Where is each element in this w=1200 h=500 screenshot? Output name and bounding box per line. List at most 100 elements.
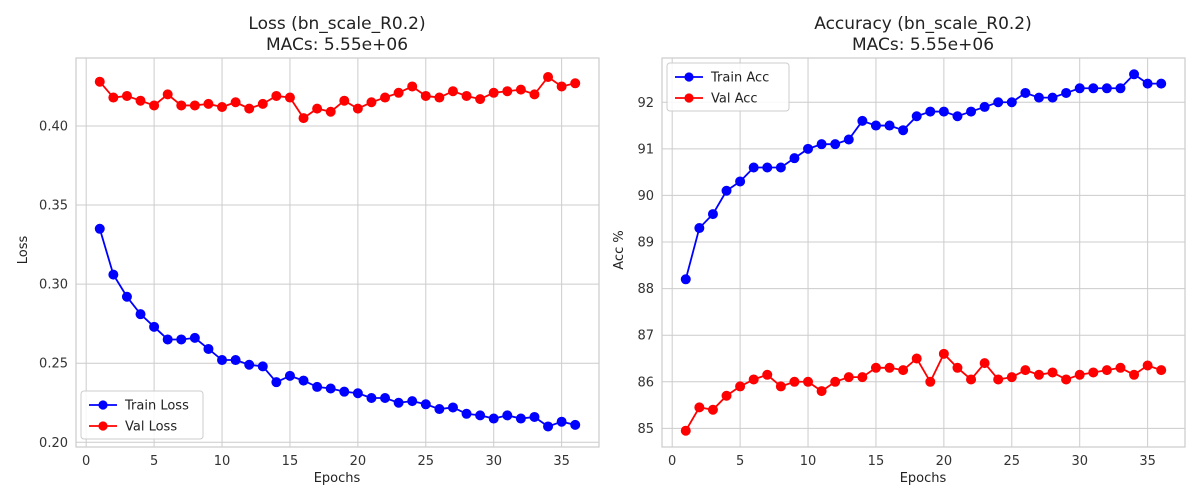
loss-val-loss-point (529, 89, 540, 100)
loss-val-loss-point (298, 113, 309, 124)
loss-train-loss-point (121, 291, 132, 302)
loss-val-loss-point (352, 103, 363, 114)
accuracy-y-tick-label: 88 (637, 282, 654, 297)
loss-val-loss-point (556, 81, 567, 92)
loss-chart-subtitle: MACs: 5.55e+06 (266, 35, 408, 55)
accuracy-val-acc-point (707, 404, 718, 415)
loss-train-loss-point (352, 388, 363, 399)
loss-x-tick-label: 35 (553, 454, 570, 469)
loss-x-tick-label: 0 (82, 454, 90, 469)
accuracy-val-acc-point (830, 376, 841, 387)
loss-train-loss-point (162, 334, 173, 345)
loss-legend: Train Loss Val Loss (80, 390, 204, 440)
accuracy-train-acc-point (966, 106, 977, 117)
accuracy-train-acc-point (1088, 83, 1099, 94)
accuracy-val-acc-point (748, 374, 759, 385)
accuracy-y-tick-label: 92 (637, 96, 654, 111)
accuracy-chart-subtitle: MACs: 5.55e+06 (852, 35, 994, 55)
accuracy-val-acc-point (775, 381, 786, 392)
accuracy-val-acc-point (952, 362, 963, 373)
loss-chart-title: Loss (bn_scale_R0.2) (248, 14, 425, 34)
accuracy-train-acc-point (952, 111, 963, 122)
accuracy-train-acc-point (721, 185, 732, 196)
loss-train-loss-point (189, 332, 200, 343)
accuracy-val-acc-point (843, 372, 854, 383)
accuracy-val-acc-point (1115, 362, 1126, 373)
loss-train-loss-point (298, 375, 309, 386)
accuracy-val-acc-point (966, 374, 977, 385)
loss-val-loss-point (543, 71, 554, 82)
loss-train-loss-point (366, 392, 377, 403)
loss-train-loss-point (325, 383, 336, 394)
accuracy-train-acc-point (748, 162, 759, 173)
loss-train-loss-point (447, 402, 458, 413)
accuracy-y-tick-label: 90 (637, 189, 654, 204)
loss-x-tick-label: 5 (150, 454, 158, 469)
loss-val-loss-point (461, 90, 472, 101)
loss-train-loss-point (230, 355, 241, 366)
loss-val-loss-point (162, 89, 173, 100)
loss-train-loss-point (244, 359, 255, 370)
loss-val-loss-point (570, 78, 581, 89)
accuracy-train-acc-point (843, 134, 854, 145)
accuracy-val-acc-point (803, 376, 814, 387)
accuracy-train-acc-point (775, 162, 786, 173)
accuracy-train-acc-point (938, 106, 949, 117)
loss-train-loss-point (312, 381, 323, 392)
loss-train-loss-point (393, 397, 404, 408)
accuracy-val-acc-point (938, 348, 949, 359)
accuracy-train-acc-point (680, 274, 691, 285)
loss-train-loss-point (284, 370, 295, 381)
accuracy-y-tick-label: 91 (637, 142, 654, 157)
accuracy-val-acc-point (1156, 365, 1167, 376)
loss-train-loss-point (502, 410, 513, 421)
accuracy-val-acc-point (1020, 365, 1031, 376)
accuracy-val-acc-point (925, 376, 936, 387)
accuracy-y-tick-label: 86 (637, 375, 654, 390)
loss-legend-train-loss-label: Train Loss (124, 399, 189, 414)
loss-val-loss-point (434, 92, 445, 103)
loss-val-loss-point (189, 100, 200, 111)
accuracy-train-acc-point (830, 139, 841, 150)
accuracy-x-tick-label: 15 (868, 454, 885, 469)
loss-train-loss-point (434, 404, 445, 415)
loss-train-loss-point (488, 413, 499, 424)
accuracy-train-acc-point (857, 115, 868, 126)
accuracy-y-tick-label: 87 (637, 329, 654, 344)
loss-x-axis-label: Epochs (314, 471, 361, 486)
loss-val-loss-point (135, 95, 146, 106)
loss-x-tick-label: 20 (350, 454, 367, 469)
loss-train-loss-point (94, 223, 105, 234)
accuracy-val-acc-point (721, 390, 732, 401)
accuracy-y-axis-label: Acc % (612, 230, 627, 269)
loss-val-loss-point (149, 100, 160, 111)
accuracy-x-tick-label: 5 (736, 454, 744, 469)
accuracy-train-acc-point (1142, 78, 1153, 89)
loss-train-loss-point (556, 416, 567, 427)
loss-x-tick-label: 10 (214, 454, 231, 469)
accuracy-train-acc-point (1074, 83, 1085, 94)
loss-val-loss-point (230, 97, 241, 108)
loss-train-loss-point (257, 361, 268, 372)
loss-val-loss-point (325, 106, 336, 117)
accuracy-val-acc-point (1074, 369, 1085, 380)
loss-val-loss-point (121, 90, 132, 101)
loss-train-loss-point (339, 386, 350, 397)
loss-y-tick-label: 0.40 (39, 119, 68, 134)
accuracy-train-acc-point (1047, 92, 1058, 103)
accuracy-x-tick-label: 35 (1139, 454, 1156, 469)
accuracy-x-tick-label: 25 (1004, 454, 1021, 469)
accuracy-train-acc-point (762, 162, 773, 173)
accuracy-val-acc-point (1142, 360, 1153, 371)
loss-train-loss-point (529, 411, 540, 422)
accuracy-chart: Accuracy (bn_scale_R0.2) MACs: 5.55e+06 … (612, 14, 1186, 486)
accuracy-train-acc-point (870, 120, 881, 131)
accuracy-val-acc-point (993, 374, 1004, 385)
accuracy-train-acc-point (1020, 87, 1031, 98)
accuracy-val-acc-point (680, 425, 691, 436)
accuracy-val-acc-point (694, 402, 705, 413)
loss-y-tick-label: 0.35 (39, 199, 68, 214)
accuracy-val-acc-point (735, 381, 746, 392)
loss-train-loss-point (271, 377, 282, 388)
